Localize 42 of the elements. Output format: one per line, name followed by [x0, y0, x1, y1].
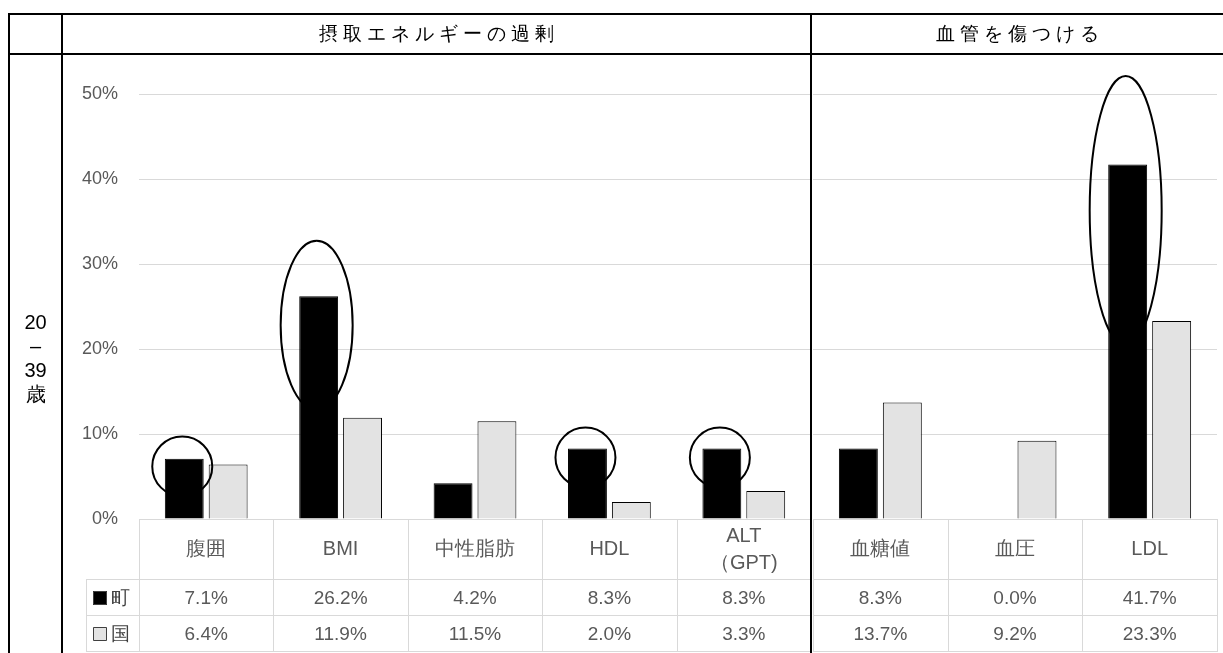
bar: [568, 448, 607, 519]
x-tick-label: 血糖値: [850, 537, 911, 560]
x-tick-label: 中性脂肪: [435, 537, 515, 560]
data-label: 11.5%: [448, 623, 502, 645]
y-tick-label: 0%: [91, 507, 118, 528]
data-label: 4.2%: [453, 587, 497, 609]
data-label: 9.2%: [993, 623, 1037, 645]
bar: [433, 483, 473, 519]
x-tick-label: 血圧: [995, 537, 1035, 560]
legend-label: 国: [111, 623, 130, 645]
y-tick-label: 30%: [81, 252, 118, 273]
x-tick-label: LDL: [1131, 537, 1169, 560]
data-label: 6.4%: [184, 623, 228, 645]
y-tick-label: 10%: [81, 422, 118, 443]
bar: [299, 296, 339, 519]
data-label: 7.1%: [184, 587, 228, 609]
legend-label: 町: [111, 587, 130, 609]
data-label: 8.3%: [858, 587, 903, 609]
bar: [1108, 164, 1148, 519]
data-label: 2.0%: [587, 623, 632, 645]
data-label: 23.3%: [1122, 623, 1177, 645]
y-tick-label: 50%: [81, 82, 118, 103]
bar: [838, 448, 878, 519]
data-label: 0.0%: [993, 587, 1037, 609]
x-tick-label: BMI: [322, 537, 359, 560]
chart-title: 血管を傷つける: [935, 23, 1104, 45]
y-tick-label: 20%: [81, 337, 118, 358]
data-label: 8.3%: [587, 587, 632, 609]
text: 20–39歳: [23, 310, 48, 406]
y-tick-label: 40%: [81, 167, 118, 188]
data-label: 13.7%: [853, 623, 908, 645]
data-label: 26.2%: [313, 587, 368, 609]
x-tick-label: ALT（GPT): [709, 523, 778, 573]
bar: [702, 448, 742, 519]
chart-title: 摂取エネルギーの過剰: [319, 23, 559, 45]
data-label: 8.3%: [722, 587, 766, 609]
bar: [164, 458, 204, 519]
x-tick-label: 腹囲: [186, 537, 227, 560]
data-label: 11.9%: [314, 623, 367, 645]
data-label: 3.3%: [722, 623, 766, 645]
x-tick-label: HDL: [589, 537, 630, 560]
data-label: 41.7%: [1122, 587, 1177, 609]
